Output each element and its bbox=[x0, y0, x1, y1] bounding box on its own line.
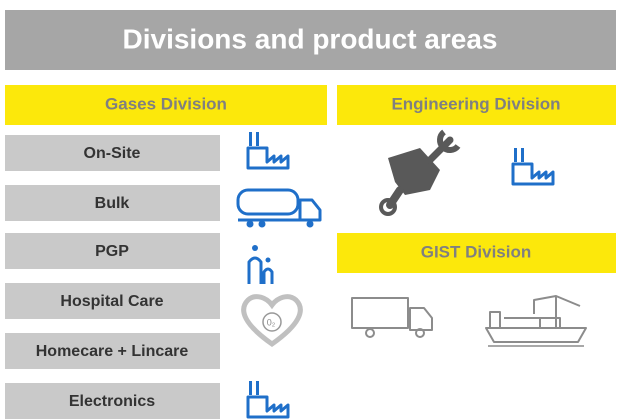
product-label: Homecare + Lincare bbox=[36, 343, 189, 360]
engineering-factory-icon bbox=[511, 146, 555, 186]
engineering-title: Engineering Division bbox=[391, 94, 560, 113]
product-label: Bulk bbox=[95, 195, 130, 212]
gist-truck-icon bbox=[351, 297, 433, 338]
product-box bbox=[5, 185, 220, 221]
product-box bbox=[5, 283, 220, 319]
product-label: On-Site bbox=[84, 145, 141, 162]
product-box bbox=[5, 233, 220, 269]
product-box bbox=[5, 135, 220, 171]
gases-header bbox=[5, 85, 327, 125]
title-bar bbox=[5, 10, 616, 70]
product-label: Electronics bbox=[69, 393, 155, 410]
bulk-icon bbox=[236, 188, 322, 228]
engineering-header bbox=[337, 85, 616, 125]
gist-title: GIST Division bbox=[421, 242, 532, 261]
gases-title: Gases Division bbox=[105, 94, 227, 113]
gist-ship-icon bbox=[485, 295, 587, 347]
product-box bbox=[5, 383, 220, 419]
title: Divisions and product areas bbox=[123, 23, 498, 54]
product-box bbox=[5, 333, 220, 369]
svg-text:0₂: 0₂ bbox=[267, 317, 276, 327]
product-label: Hospital Care bbox=[60, 293, 163, 310]
product-label: PGP bbox=[95, 243, 129, 260]
gist-header bbox=[337, 233, 616, 273]
hospital-icon: 0₂ bbox=[241, 294, 303, 348]
onsite-icon bbox=[246, 130, 290, 170]
electronics-icon bbox=[246, 379, 290, 419]
product-list: On-Site Bulk PGP Hospital Care Homecare + Li… bbox=[5, 135, 220, 419]
engineering-tool-icon bbox=[379, 129, 461, 216]
pgp-icon bbox=[247, 245, 274, 284]
